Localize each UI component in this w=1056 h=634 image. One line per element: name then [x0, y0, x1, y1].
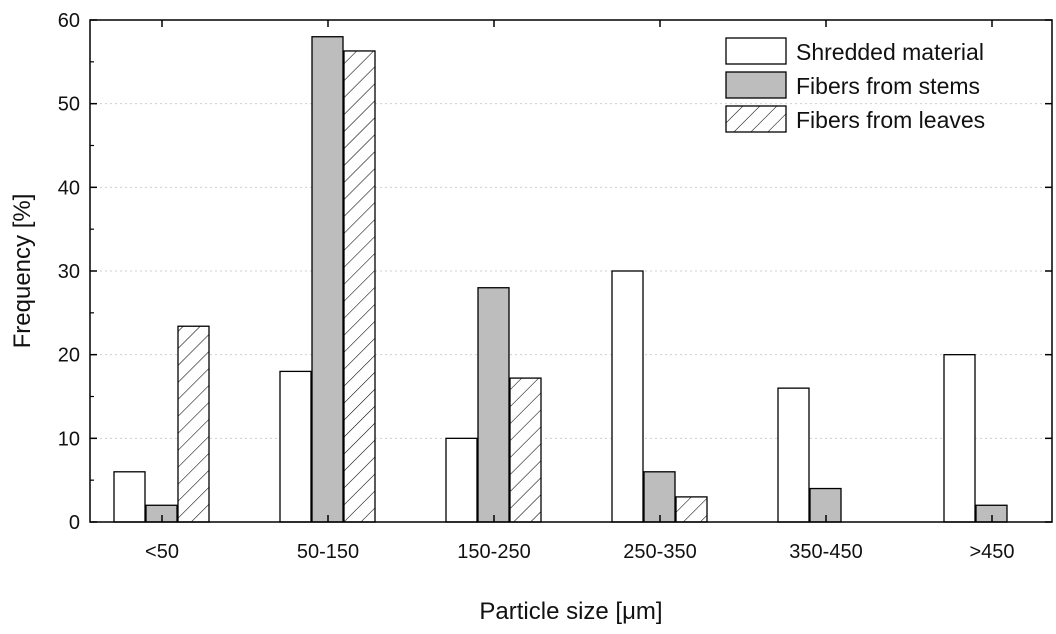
y-tick-label: 40: [58, 177, 80, 199]
legend-swatch: [725, 105, 787, 133]
y-tick-label: 50: [58, 94, 80, 116]
bar: [477, 287, 510, 523]
y-tick-label: 20: [58, 345, 80, 367]
y-tick-label: 10: [58, 428, 80, 450]
x-tick-label: 150-250: [457, 541, 530, 563]
x-tick-label: 250-350: [623, 541, 696, 563]
bar: [509, 377, 542, 523]
bar: [643, 471, 676, 523]
y-axis-title: Frequency [%]: [9, 194, 36, 349]
bar: [311, 36, 344, 523]
bar: [445, 437, 478, 523]
bar: [675, 496, 708, 523]
x-tick-label: >450: [969, 541, 1014, 563]
x-tick-label: <50: [145, 541, 179, 563]
gridlines: [90, 103, 1052, 439]
bar: [943, 354, 976, 523]
legend-swatch: [725, 71, 787, 99]
bar: [343, 50, 376, 523]
bars: [113, 36, 1008, 523]
y-tick-label: 30: [58, 261, 80, 283]
y-tick-label: 60: [58, 10, 80, 32]
legend-label: Fibers from leaves: [796, 107, 985, 133]
bar: [279, 370, 312, 523]
y-tick-label: 0: [69, 512, 80, 534]
legend-label: Shredded material: [796, 39, 984, 65]
legend-swatch: [725, 37, 787, 65]
x-tick-label: 350-450: [789, 541, 862, 563]
bar: [113, 471, 146, 523]
bar: [777, 387, 810, 523]
axis-ticks: 0 10 20 30 40 50 60 <50 50-150 150-250 250-350 350-…: [58, 10, 1052, 563]
legend: Shredded material Fibers from stems Fibers…: [725, 37, 985, 133]
bar: [611, 270, 644, 523]
bar: [177, 325, 210, 523]
x-tick-label: 50-150: [297, 541, 359, 563]
x-axis-title: Particle size [μm]: [479, 598, 662, 625]
legend-label: Fibers from stems: [796, 73, 980, 99]
